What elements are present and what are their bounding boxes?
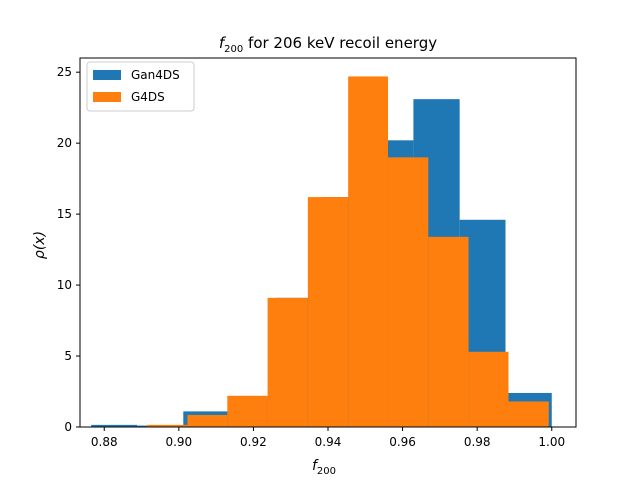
x-tick-label: 0.94 bbox=[315, 435, 342, 449]
x-axis-ticks: 0.88 0.90 0.92 0.94 0.96 0.98 1.00 bbox=[91, 427, 565, 449]
y-tick-label: 15 bbox=[57, 207, 72, 221]
legend-label-gan4ds: Gan4DS bbox=[131, 68, 180, 82]
bar-g4ds-9 bbox=[508, 401, 549, 427]
legend-swatch-g4ds bbox=[93, 92, 121, 102]
x-tick-label: 0.98 bbox=[464, 435, 491, 449]
bar-g4ds-0 bbox=[147, 424, 188, 427]
legend-label-g4ds: G4DS bbox=[131, 90, 165, 104]
bars-group bbox=[91, 76, 552, 428]
bar-g4ds-7 bbox=[428, 236, 469, 427]
x-tick-label: 1.00 bbox=[538, 435, 565, 449]
bar-gan4ds-0 bbox=[91, 424, 138, 427]
y-tick-label: 25 bbox=[57, 65, 72, 79]
y-tick-label: 5 bbox=[64, 349, 72, 363]
chart-title: f200 for 206 keV recoil energy bbox=[219, 34, 437, 55]
bar-g4ds-6 bbox=[388, 157, 429, 427]
x-tick-label: 0.92 bbox=[240, 435, 267, 449]
y-axis-ticks: 0 5 10 15 20 25 bbox=[57, 65, 80, 434]
bar-g4ds-2 bbox=[227, 395, 268, 427]
bar-g4ds-1 bbox=[187, 414, 228, 427]
y-tick-label: 0 bbox=[64, 420, 72, 434]
bar-g4ds-3 bbox=[267, 297, 308, 427]
legend: Gan4DS G4DS bbox=[86, 61, 195, 112]
bar-g4ds-8 bbox=[468, 351, 509, 427]
x-tick-label: 0.90 bbox=[165, 435, 192, 449]
y-tick-label: 10 bbox=[57, 278, 72, 292]
x-tick-label: 0.88 bbox=[91, 435, 118, 449]
bar-g4ds-5 bbox=[348, 76, 389, 427]
bar-g4ds-4 bbox=[307, 197, 349, 427]
x-tick-label: 0.96 bbox=[389, 435, 416, 449]
y-axis-label: ρ(x) bbox=[32, 231, 48, 259]
legend-swatch-gan4ds bbox=[93, 70, 121, 80]
x-axis-label: f200 bbox=[312, 458, 336, 477]
y-tick-label: 20 bbox=[57, 136, 72, 150]
